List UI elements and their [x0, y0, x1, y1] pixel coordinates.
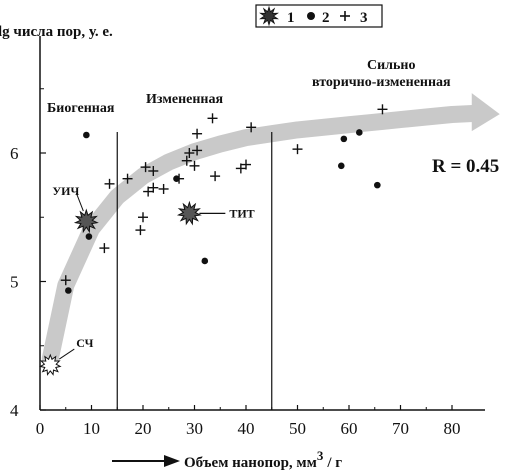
- data-point-plus: [210, 171, 221, 182]
- legend-plus-marker: [340, 11, 350, 21]
- x-tick-label: 60: [341, 419, 358, 438]
- data-point-plus: [292, 144, 303, 155]
- data-point-plus: [143, 186, 154, 197]
- trend-arrowhead: [471, 93, 500, 132]
- data-point-dot: [374, 181, 381, 189]
- legend-star-shape: [259, 5, 279, 27]
- x-tick-label: 10: [83, 419, 100, 438]
- data-point-plus: [192, 145, 203, 156]
- zone-label-strong-line2: вторично-измененная: [312, 75, 451, 90]
- y-tick-label: 6: [10, 144, 19, 163]
- legend-label-3: 3: [360, 10, 368, 26]
- legend: 1 2 3: [255, 4, 383, 28]
- data-point-star: [73, 208, 99, 234]
- point-label-sch: СЧ: [76, 336, 93, 350]
- data-point-plus: [148, 165, 159, 176]
- legend-label-1: 1: [287, 10, 295, 26]
- data-point-plus: [158, 183, 169, 194]
- data-point-dot: [65, 287, 72, 294]
- data-point-plus: [104, 178, 115, 189]
- x-tick-label: 30: [186, 419, 203, 438]
- data-point-plus: [377, 104, 388, 115]
- data-point-plus: [148, 182, 159, 193]
- data-point-plus: [140, 162, 151, 173]
- x-axis-label: Объем нанопор, мм3/ г: [184, 448, 342, 471]
- y-tick-label: 5: [10, 273, 19, 292]
- y-tick-label: 4: [10, 401, 19, 420]
- x-tick-label: 0: [36, 419, 45, 438]
- x-tick-label: 80: [444, 419, 461, 438]
- x-tick-label: 70: [392, 419, 409, 438]
- zone-label-altered: Измененная: [146, 92, 223, 107]
- x-tick-label: 50: [289, 419, 306, 438]
- data-point-plus: [181, 155, 192, 166]
- data-point-dot: [340, 135, 348, 143]
- data-point-plus: [235, 163, 246, 174]
- data-point-dot: [173, 175, 180, 182]
- zone-label-strong-line1: Сильно: [367, 58, 416, 73]
- data-point-dot: [201, 257, 209, 265]
- data-point-dot: [337, 162, 345, 170]
- data-point-plus: [207, 113, 218, 124]
- data-point-dot: [83, 131, 90, 139]
- data-point-plus: [135, 225, 146, 236]
- x-tick-label: 20: [135, 419, 152, 438]
- data-point-plus: [184, 148, 195, 158]
- data-point-plus: [60, 275, 71, 286]
- pointer-line-sch: [59, 348, 75, 360]
- data-point-plus: [189, 160, 200, 171]
- data-point-plus: [246, 122, 257, 133]
- data-point-plus: [99, 243, 110, 254]
- x-tick-label: 40: [238, 419, 255, 438]
- data-point-dot: [356, 129, 363, 136]
- data-point-dot: [85, 233, 93, 240]
- data-point-plus: [138, 212, 148, 223]
- point-label-uich: УИЧ: [52, 184, 79, 198]
- data-point-star: [39, 353, 62, 376]
- legend-dot-marker: [307, 12, 315, 20]
- legend-star-marker: [259, 5, 279, 27]
- trend-band: [41, 104, 487, 368]
- data-point-star: [176, 200, 202, 226]
- data-point-plus: [192, 128, 203, 139]
- data-point-plus: [241, 159, 251, 170]
- y-axis-label: lg числа пор, у. е.: [0, 24, 113, 40]
- zone-label-biogenic: Биогенная: [47, 101, 115, 116]
- x-axis-label-group: Объем нанопор, мм3/ г: [112, 448, 342, 471]
- correlation-label: R = 0.45: [432, 156, 499, 177]
- point-label-tit: ТИТ: [229, 206, 254, 220]
- data-point-plus: [122, 173, 133, 184]
- legend-label-2: 2: [322, 10, 330, 26]
